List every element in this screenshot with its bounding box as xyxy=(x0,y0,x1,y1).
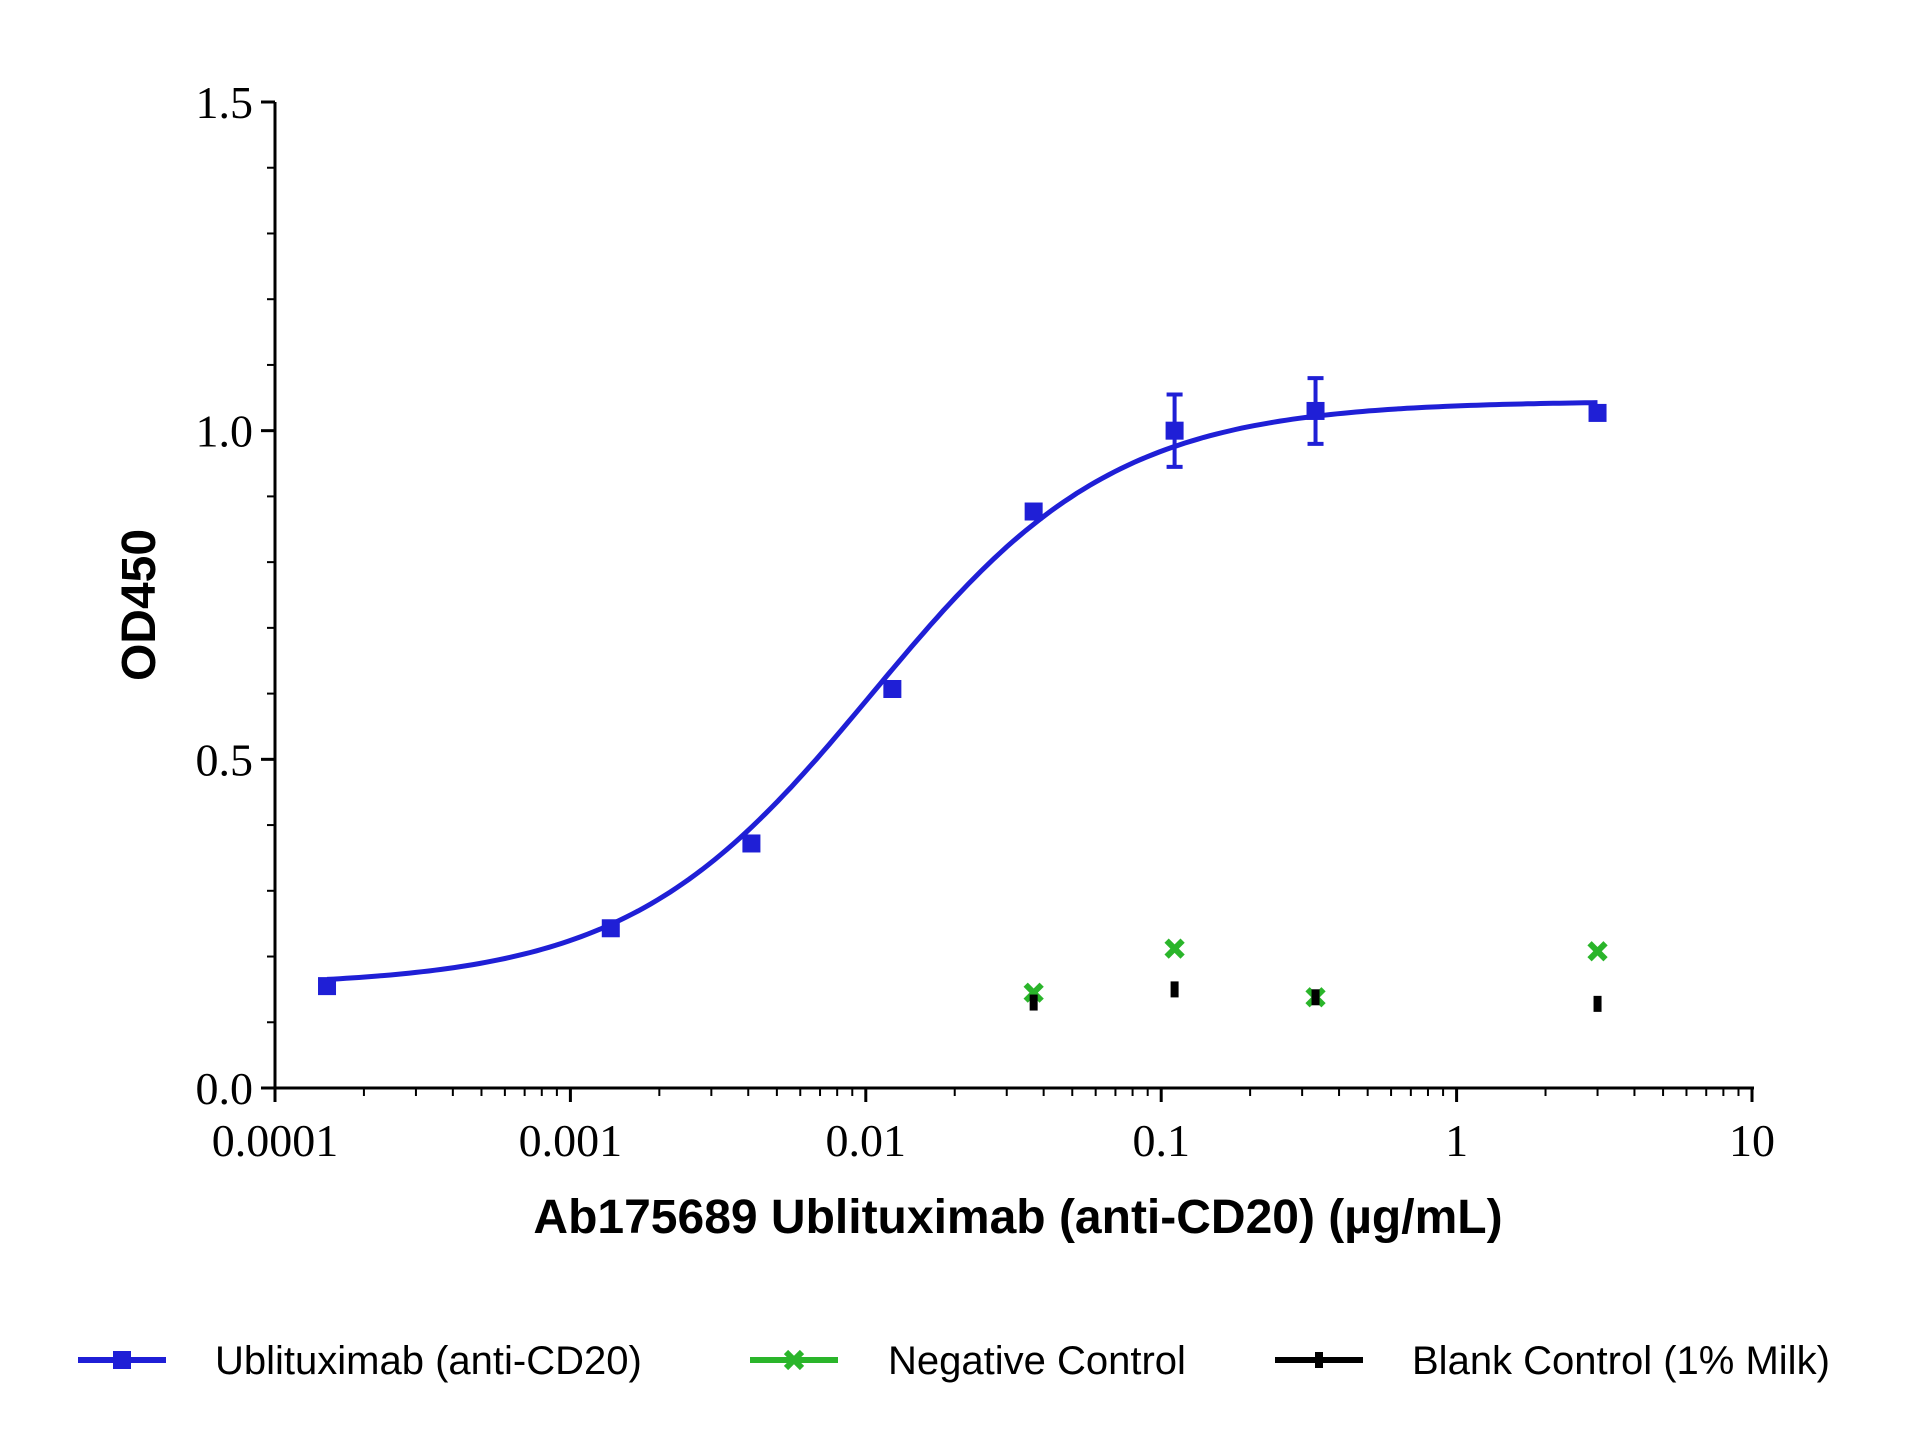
series-0 xyxy=(318,376,1607,996)
y-tick-label: 0.5 xyxy=(196,734,254,785)
data-point xyxy=(883,679,902,698)
y-tick-label: 1.5 xyxy=(196,77,254,128)
legend-item: Ublituximab (anti-CD20) xyxy=(78,1339,642,1383)
series-2 xyxy=(1029,981,1602,1012)
x-tick-label: 0.01 xyxy=(826,1115,907,1166)
x-tick-label: 0.0001 xyxy=(212,1115,339,1166)
legend-label: Blank Control (1% Milk) xyxy=(1412,1339,1830,1383)
legend-item: Negative Control xyxy=(750,1339,1186,1383)
data-point xyxy=(1164,938,1185,959)
data-point xyxy=(1024,502,1043,521)
y-axis-title: OD450 xyxy=(113,529,166,681)
data-point xyxy=(1588,403,1607,422)
x-tick-label: 0.001 xyxy=(519,1115,623,1166)
data-point xyxy=(1023,982,1044,1003)
data-point xyxy=(318,977,337,996)
data-point xyxy=(601,919,620,938)
legend: Ublituximab (anti-CD20) Negative Control B… xyxy=(78,1339,1830,1383)
fit-curve xyxy=(326,400,1598,982)
legend-item: Blank Control (1% Milk) xyxy=(1275,1339,1830,1383)
data-point xyxy=(1593,995,1602,1012)
data-point-legend xyxy=(783,1349,805,1371)
data-point-legend xyxy=(113,1351,131,1369)
x-tick-label: 0.1 xyxy=(1132,1115,1190,1166)
series-1 xyxy=(1023,938,1608,1008)
data-point-legend xyxy=(1315,1352,1323,1368)
y-tick-label: 1.0 xyxy=(196,406,254,457)
data-point xyxy=(1165,421,1184,440)
x-tick-label: 1 xyxy=(1445,1115,1468,1166)
legend-label: Ublituximab (anti-CD20) xyxy=(215,1339,642,1383)
x-tick-label: 10 xyxy=(1729,1115,1775,1166)
data-point xyxy=(1587,941,1608,962)
data-point xyxy=(1170,981,1179,998)
x-axis-title: Ab175689 Ublituximab (anti-CD20) (µg/mL) xyxy=(533,1191,1502,1244)
y-tick-label: 0.0 xyxy=(196,1063,254,1114)
data-point xyxy=(742,834,761,853)
legend-label: Negative Control xyxy=(888,1339,1186,1383)
data-point xyxy=(1311,989,1320,1006)
data-point xyxy=(1029,994,1038,1011)
data-point xyxy=(1306,401,1325,420)
x-axis: 0.0001 0.001 0.01 0.1 1 10 Ab175689 Ublituxim… xyxy=(212,1086,1775,1244)
plot-area xyxy=(318,376,1608,1012)
y-axis: 0.0 0.5 1.0 1.5 OD450 xyxy=(113,77,277,1114)
